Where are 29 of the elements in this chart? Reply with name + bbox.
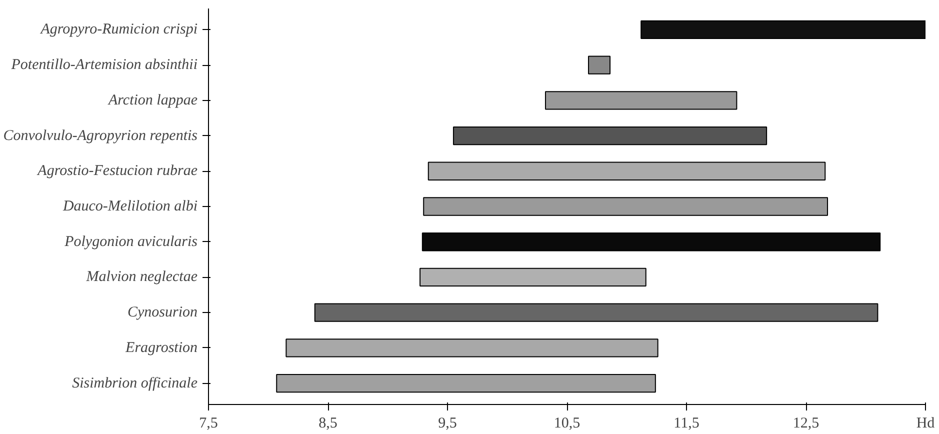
y-tick-label: Sisimbrion officinale — [72, 375, 198, 392]
y-tick-label: Cynosurion — [127, 304, 198, 321]
bar — [428, 162, 826, 180]
y-tick-label: Agrostio-Festucion rubrae — [36, 163, 198, 180]
x-tick-label: 12,5 — [792, 416, 820, 432]
bar — [452, 126, 768, 146]
bar — [640, 20, 926, 40]
x-tick-label: 7,5 — [199, 416, 218, 432]
y-tick-label: Polygonion avicularis — [64, 234, 198, 250]
bar — [422, 232, 881, 252]
y-tick-label: Dauco-Melilotion albi — [62, 198, 198, 214]
x-tick-label: 8,5 — [318, 416, 338, 432]
x-tick-label: 11,5 — [674, 416, 700, 432]
bar — [588, 56, 611, 74]
y-tick-label: Potentillo-Artemision absinthii — [10, 57, 198, 74]
bar — [420, 268, 646, 287]
y-tick-label: Arction lappae — [107, 92, 198, 108]
y-tick-label: Malvion neglectae — [85, 269, 198, 286]
bar — [544, 91, 738, 110]
bar — [276, 374, 656, 393]
y-tick-label: Eragrostion — [124, 340, 198, 356]
bar — [423, 197, 828, 216]
bar — [314, 303, 878, 322]
y-tick-label: Convolvulo-Agropyrion repentis — [3, 128, 198, 144]
x-tick-label: Hd — [916, 416, 936, 432]
x-tick-label: 10,5 — [554, 416, 580, 432]
bar — [286, 338, 658, 358]
y-tick-label: Agropyro-Rumicion crispi — [40, 22, 198, 38]
x-tick-label: 9,5 — [438, 416, 457, 432]
